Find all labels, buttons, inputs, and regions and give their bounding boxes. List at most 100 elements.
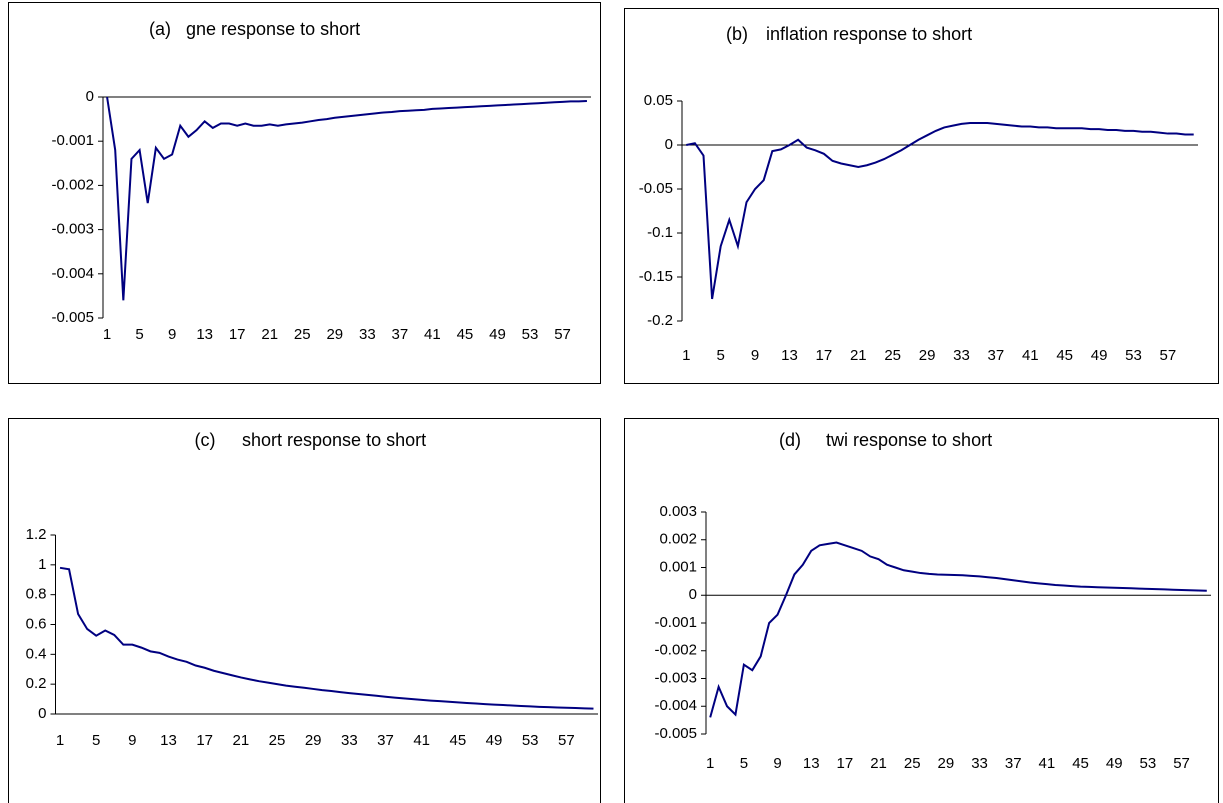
x-tick-label: 53 <box>1140 755 1157 772</box>
x-tick-label: 9 <box>128 732 136 749</box>
panel-label: (a) <box>149 19 171 39</box>
x-tick-label: 21 <box>870 755 887 772</box>
x-tick-label: 21 <box>233 732 250 749</box>
y-tick-label: 0.05 <box>644 92 673 109</box>
x-tick-label: 41 <box>1039 755 1056 772</box>
data-line <box>709 541 1207 718</box>
y-tick-label: -0.002 <box>51 176 94 193</box>
x-tick-label: 29 <box>919 347 936 364</box>
x-tick-label: 21 <box>261 326 278 343</box>
panel-label: (b) <box>726 24 748 44</box>
x-tick-label: 13 <box>160 732 177 749</box>
x-tick-label: 29 <box>938 755 955 772</box>
x-tick-label: 41 <box>1022 347 1039 364</box>
x-tick-label: 9 <box>168 326 176 343</box>
x-tick-label: 49 <box>1091 347 1108 364</box>
y-tick-label: 0.4 <box>26 645 47 662</box>
x-tick-label: 1 <box>706 755 714 772</box>
x-tick-label: 25 <box>904 755 921 772</box>
x-tick-label: 25 <box>294 326 311 343</box>
y-tick-label: -0.005 <box>51 309 94 326</box>
y-tick-label: 0 <box>86 88 94 105</box>
x-tick-label: 37 <box>988 347 1005 364</box>
chart-title: gne response to short <box>186 19 360 39</box>
y-tick-label: -0.001 <box>654 614 697 631</box>
x-tick-label: 25 <box>269 732 286 749</box>
y-tick-label: -0.004 <box>654 697 697 714</box>
panel-label: (c) <box>195 430 216 450</box>
x-tick-label: 5 <box>740 755 748 772</box>
x-tick-label: 45 <box>1056 347 1073 364</box>
x-tick-label: 33 <box>359 326 376 343</box>
x-tick-label: 53 <box>1125 347 1142 364</box>
x-tick-label: 9 <box>773 755 781 772</box>
x-tick-label: 41 <box>424 326 441 343</box>
x-tick-label: 37 <box>377 732 394 749</box>
x-tick-label: 33 <box>341 732 358 749</box>
y-tick-label: 0.2 <box>26 675 47 692</box>
y-tick-label: 0.6 <box>26 615 47 632</box>
x-tick-label: 57 <box>558 732 575 749</box>
y-tick-label: -0.004 <box>51 265 94 282</box>
chart-title: short response to short <box>242 430 426 450</box>
data-line <box>686 122 1194 300</box>
x-tick-label: 37 <box>1005 755 1022 772</box>
y-tick-label: -0.2 <box>647 312 673 329</box>
y-tick-label: -0.003 <box>51 221 94 238</box>
y-tick-label: -0.002 <box>654 642 697 659</box>
x-tick-label: 21 <box>850 347 867 364</box>
x-tick-label: 1 <box>103 326 111 343</box>
x-tick-label: 49 <box>489 326 506 343</box>
panel-frame <box>8 418 601 803</box>
x-tick-label: 57 <box>1160 347 1177 364</box>
x-tick-label: 53 <box>522 732 539 749</box>
y-tick-label: 0.003 <box>659 503 697 520</box>
x-tick-label: 13 <box>803 755 820 772</box>
data-line <box>59 566 594 710</box>
y-tick-label: 1 <box>38 556 46 573</box>
x-tick-label: 17 <box>837 755 854 772</box>
chart-title: inflation response to short <box>766 24 972 44</box>
x-tick-label: 9 <box>751 347 759 364</box>
x-tick-label: 1 <box>682 347 690 364</box>
y-tick-label: 0.8 <box>26 586 47 603</box>
x-tick-label: 17 <box>816 347 833 364</box>
panel-frame <box>624 418 1219 803</box>
panel-label: (d) <box>779 430 801 450</box>
y-tick-label: -0.001 <box>51 132 94 149</box>
x-tick-label: 13 <box>196 326 213 343</box>
x-tick-label: 57 <box>1173 755 1190 772</box>
y-tick-label: -0.003 <box>654 669 697 686</box>
y-tick-label: -0.05 <box>639 180 673 197</box>
x-tick-label: 49 <box>486 732 503 749</box>
x-tick-label: 17 <box>229 326 246 343</box>
x-tick-label: 5 <box>135 326 143 343</box>
x-tick-label: 45 <box>457 326 474 343</box>
x-tick-label: 5 <box>717 347 725 364</box>
y-tick-label: 1.2 <box>26 526 47 543</box>
y-tick-label: 0.002 <box>659 531 697 548</box>
x-tick-label: 49 <box>1106 755 1123 772</box>
x-tick-label: 33 <box>953 347 970 364</box>
x-tick-label: 5 <box>92 732 100 749</box>
y-tick-label: 0 <box>38 705 46 722</box>
x-tick-label: 17 <box>196 732 213 749</box>
x-tick-label: 45 <box>450 732 467 749</box>
x-tick-label: 33 <box>971 755 988 772</box>
x-tick-label: 29 <box>326 326 343 343</box>
x-tick-label: 37 <box>392 326 409 343</box>
panel-frame <box>8 2 601 384</box>
x-tick-label: 57 <box>554 326 571 343</box>
x-tick-label: 45 <box>1072 755 1089 772</box>
y-tick-label: -0.1 <box>647 224 673 241</box>
chart-title: twi response to short <box>826 430 992 450</box>
panel-frame <box>624 8 1219 384</box>
y-tick-label: 0 <box>689 586 697 603</box>
data-line <box>106 96 587 301</box>
y-tick-label: 0 <box>665 136 673 153</box>
x-tick-label: 25 <box>884 347 901 364</box>
x-tick-label: 13 <box>781 347 798 364</box>
x-tick-label: 41 <box>413 732 430 749</box>
y-tick-label: -0.005 <box>654 725 697 742</box>
